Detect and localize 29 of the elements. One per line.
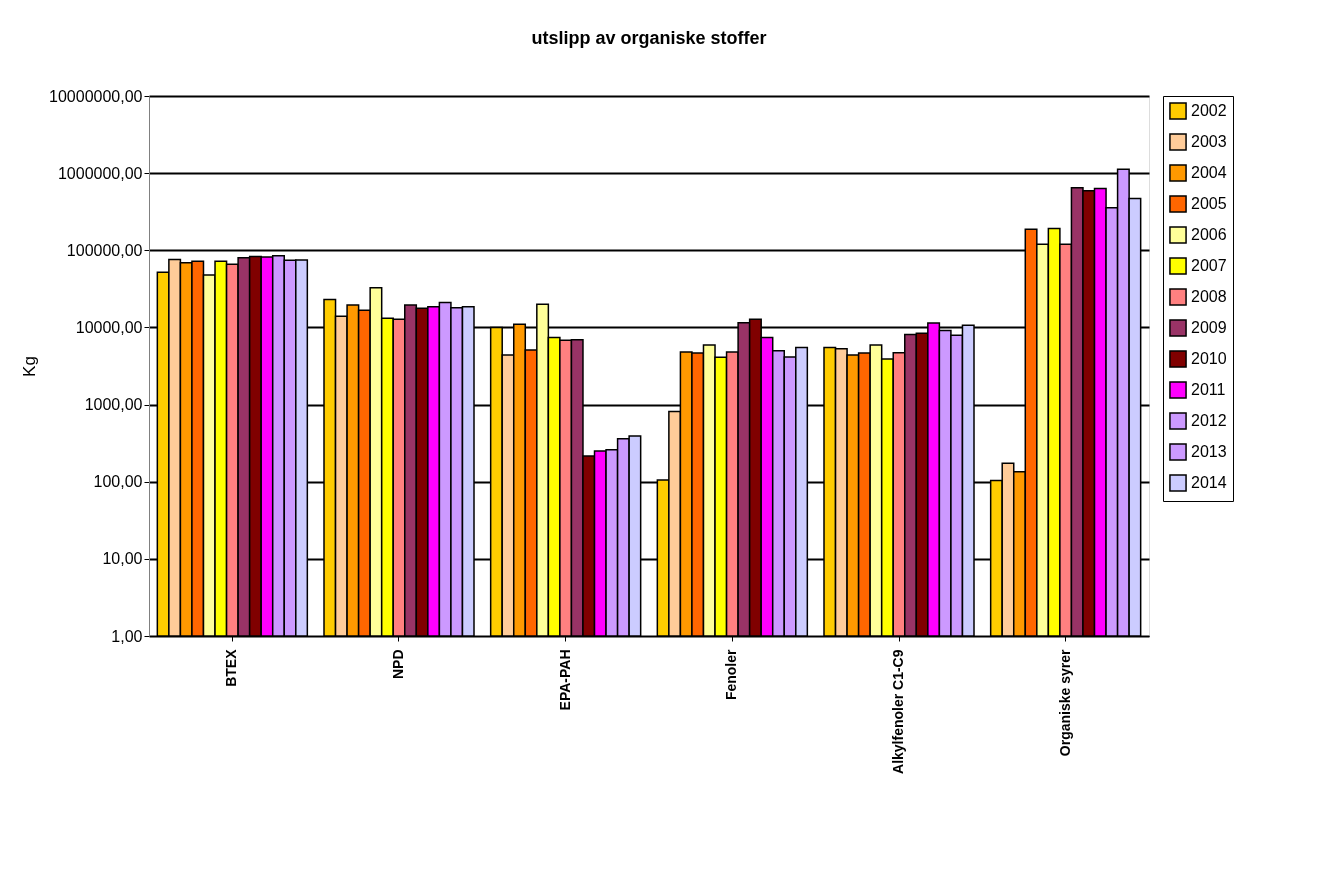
legend-label: 2009 xyxy=(1191,319,1227,336)
legend-label: 2002 xyxy=(1191,102,1227,119)
y-tick-label: 100,00 xyxy=(93,473,143,491)
y-tick-label: 10000,00 xyxy=(75,318,143,336)
legend-label: 2012 xyxy=(1191,412,1227,429)
y-tick-label: 1000,00 xyxy=(84,396,143,414)
legend-label: 2008 xyxy=(1191,288,1227,305)
chart-title: utslipp av organiske stoffer xyxy=(531,28,767,48)
x-tick-label: BTEX xyxy=(223,648,240,687)
y-axis-title: Kg xyxy=(20,356,40,377)
legend-label: 2007 xyxy=(1191,257,1227,274)
legend-label: 2010 xyxy=(1191,350,1227,367)
y-tick-label: 1000000,00 xyxy=(57,164,143,182)
legend-label: 2006 xyxy=(1191,226,1227,243)
x-tick-label: NPD xyxy=(390,649,406,680)
y-tick-label: 10000000,00 xyxy=(49,87,143,105)
legend-label: 2014 xyxy=(1191,474,1227,491)
y-tick-label: 10,00 xyxy=(102,550,143,568)
legend-label: 2005 xyxy=(1191,195,1227,212)
x-tick-label: Organiske syrer xyxy=(1056,648,1073,757)
x-tick-label: Alkylfenoler C1-C9 xyxy=(890,649,906,774)
x-tick-label: Fenoler xyxy=(723,648,740,701)
legend-label: 2004 xyxy=(1191,164,1227,181)
x-tick-label: EPA-PAH xyxy=(556,649,573,711)
legend-label: 2013 xyxy=(1191,443,1227,460)
y-tick-label: 1,00 xyxy=(111,627,143,645)
y-tick-label: 100000,00 xyxy=(66,241,143,259)
legend-label: 2003 xyxy=(1191,133,1227,150)
legend-label: 2011 xyxy=(1191,381,1226,398)
